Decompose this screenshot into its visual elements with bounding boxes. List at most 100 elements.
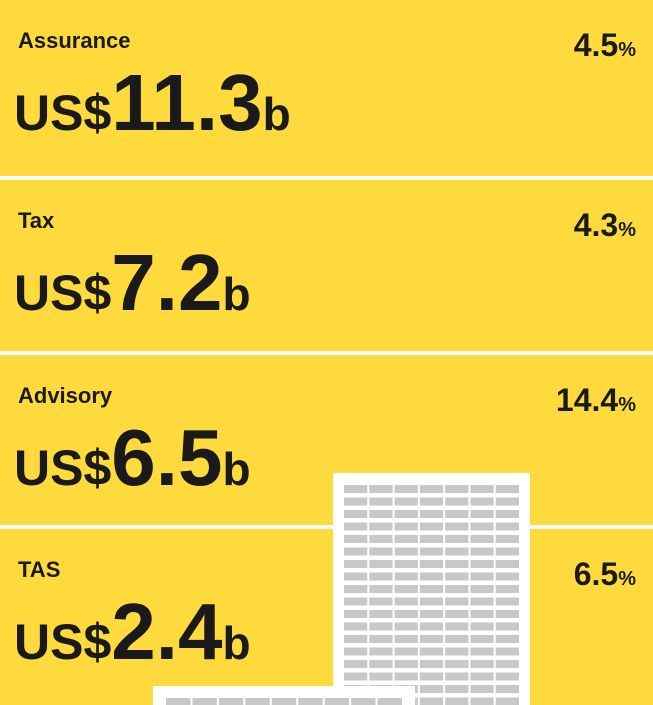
panel: TAS US$2.4b 6.5%: [0, 529, 653, 705]
window: [470, 522, 494, 531]
window: [419, 535, 444, 543]
window: [369, 610, 393, 618]
window: [394, 572, 418, 581]
window: [470, 572, 494, 581]
window: [394, 660, 418, 668]
window: [344, 622, 368, 631]
unit: b: [222, 443, 250, 495]
panel: Tax US$7.2b 4.3%: [0, 180, 653, 351]
amount: 6.5: [111, 413, 222, 502]
window: [344, 660, 368, 668]
amount: 11.3: [111, 58, 262, 147]
buildings: [153, 473, 530, 705]
window: [445, 622, 469, 631]
window: [369, 660, 393, 668]
building-body: [153, 686, 415, 705]
revenue: US$11.3b: [14, 58, 291, 147]
window: [445, 610, 469, 618]
window: [470, 497, 494, 506]
window: [470, 672, 494, 681]
revenue: US$7.2b: [14, 238, 251, 327]
window: [470, 510, 494, 518]
growth-value: 4.3: [574, 207, 618, 243]
growth: 14.4%: [556, 382, 636, 418]
growth-value: 6.5: [574, 556, 618, 592]
unit: b: [222, 268, 250, 320]
window: [166, 698, 191, 705]
panel-background: [0, 529, 653, 705]
window: [445, 485, 469, 493]
window: [369, 547, 393, 556]
window: [394, 585, 418, 593]
window: [344, 547, 368, 556]
window: [369, 572, 393, 581]
window: [470, 485, 494, 493]
window: [495, 510, 519, 518]
window: [369, 622, 393, 631]
window: [445, 497, 469, 506]
window: [470, 647, 494, 656]
growth-value: 14.4: [556, 382, 618, 418]
window: [419, 672, 444, 681]
window: [344, 535, 368, 543]
window: [394, 485, 418, 493]
window: [495, 485, 519, 493]
window: [419, 597, 444, 606]
window: [445, 572, 469, 581]
window: [369, 635, 393, 643]
growth-value: 4.5: [574, 27, 618, 63]
window: [369, 485, 393, 493]
window: [394, 535, 418, 543]
window: [445, 660, 469, 668]
window: [419, 510, 444, 518]
window: [470, 635, 494, 643]
window: [394, 622, 418, 631]
window: [344, 522, 368, 531]
window: [369, 597, 393, 606]
window: [344, 585, 368, 593]
window: [192, 698, 217, 705]
growth: 4.5%: [574, 27, 636, 63]
window: [394, 522, 418, 531]
panel-name: Assurance: [18, 28, 131, 53]
window: [369, 585, 393, 593]
window: [344, 510, 368, 518]
window: [218, 698, 244, 705]
window: [445, 685, 469, 693]
window: [344, 635, 368, 643]
unit: b: [263, 88, 291, 140]
window: [394, 672, 418, 681]
percent-sign: %: [618, 394, 636, 416]
window: [419, 647, 444, 656]
window: [419, 560, 444, 568]
window: [470, 622, 494, 631]
window: [445, 672, 469, 681]
growth: 4.3%: [574, 207, 636, 243]
panel: Advisory US$6.5b 14.4%: [0, 355, 653, 525]
window: [495, 647, 519, 656]
revenue: US$2.4b: [14, 587, 251, 676]
window: [344, 497, 368, 506]
window: [495, 685, 519, 693]
window: [445, 585, 469, 593]
window: [495, 497, 519, 506]
window: [324, 698, 350, 705]
panel: Assurance US$11.3b 4.5%: [0, 0, 653, 176]
window: [394, 497, 418, 506]
window: [495, 522, 519, 531]
window: [369, 497, 393, 506]
window: [445, 635, 469, 643]
window: [445, 522, 469, 531]
window: [470, 547, 494, 556]
window: [419, 685, 444, 693]
window: [369, 535, 393, 543]
window: [419, 635, 444, 643]
window: [271, 698, 297, 705]
percent-sign: %: [618, 219, 636, 241]
window: [470, 685, 494, 693]
window: [419, 610, 444, 618]
percent-sign: %: [618, 39, 636, 61]
window: [245, 698, 270, 705]
